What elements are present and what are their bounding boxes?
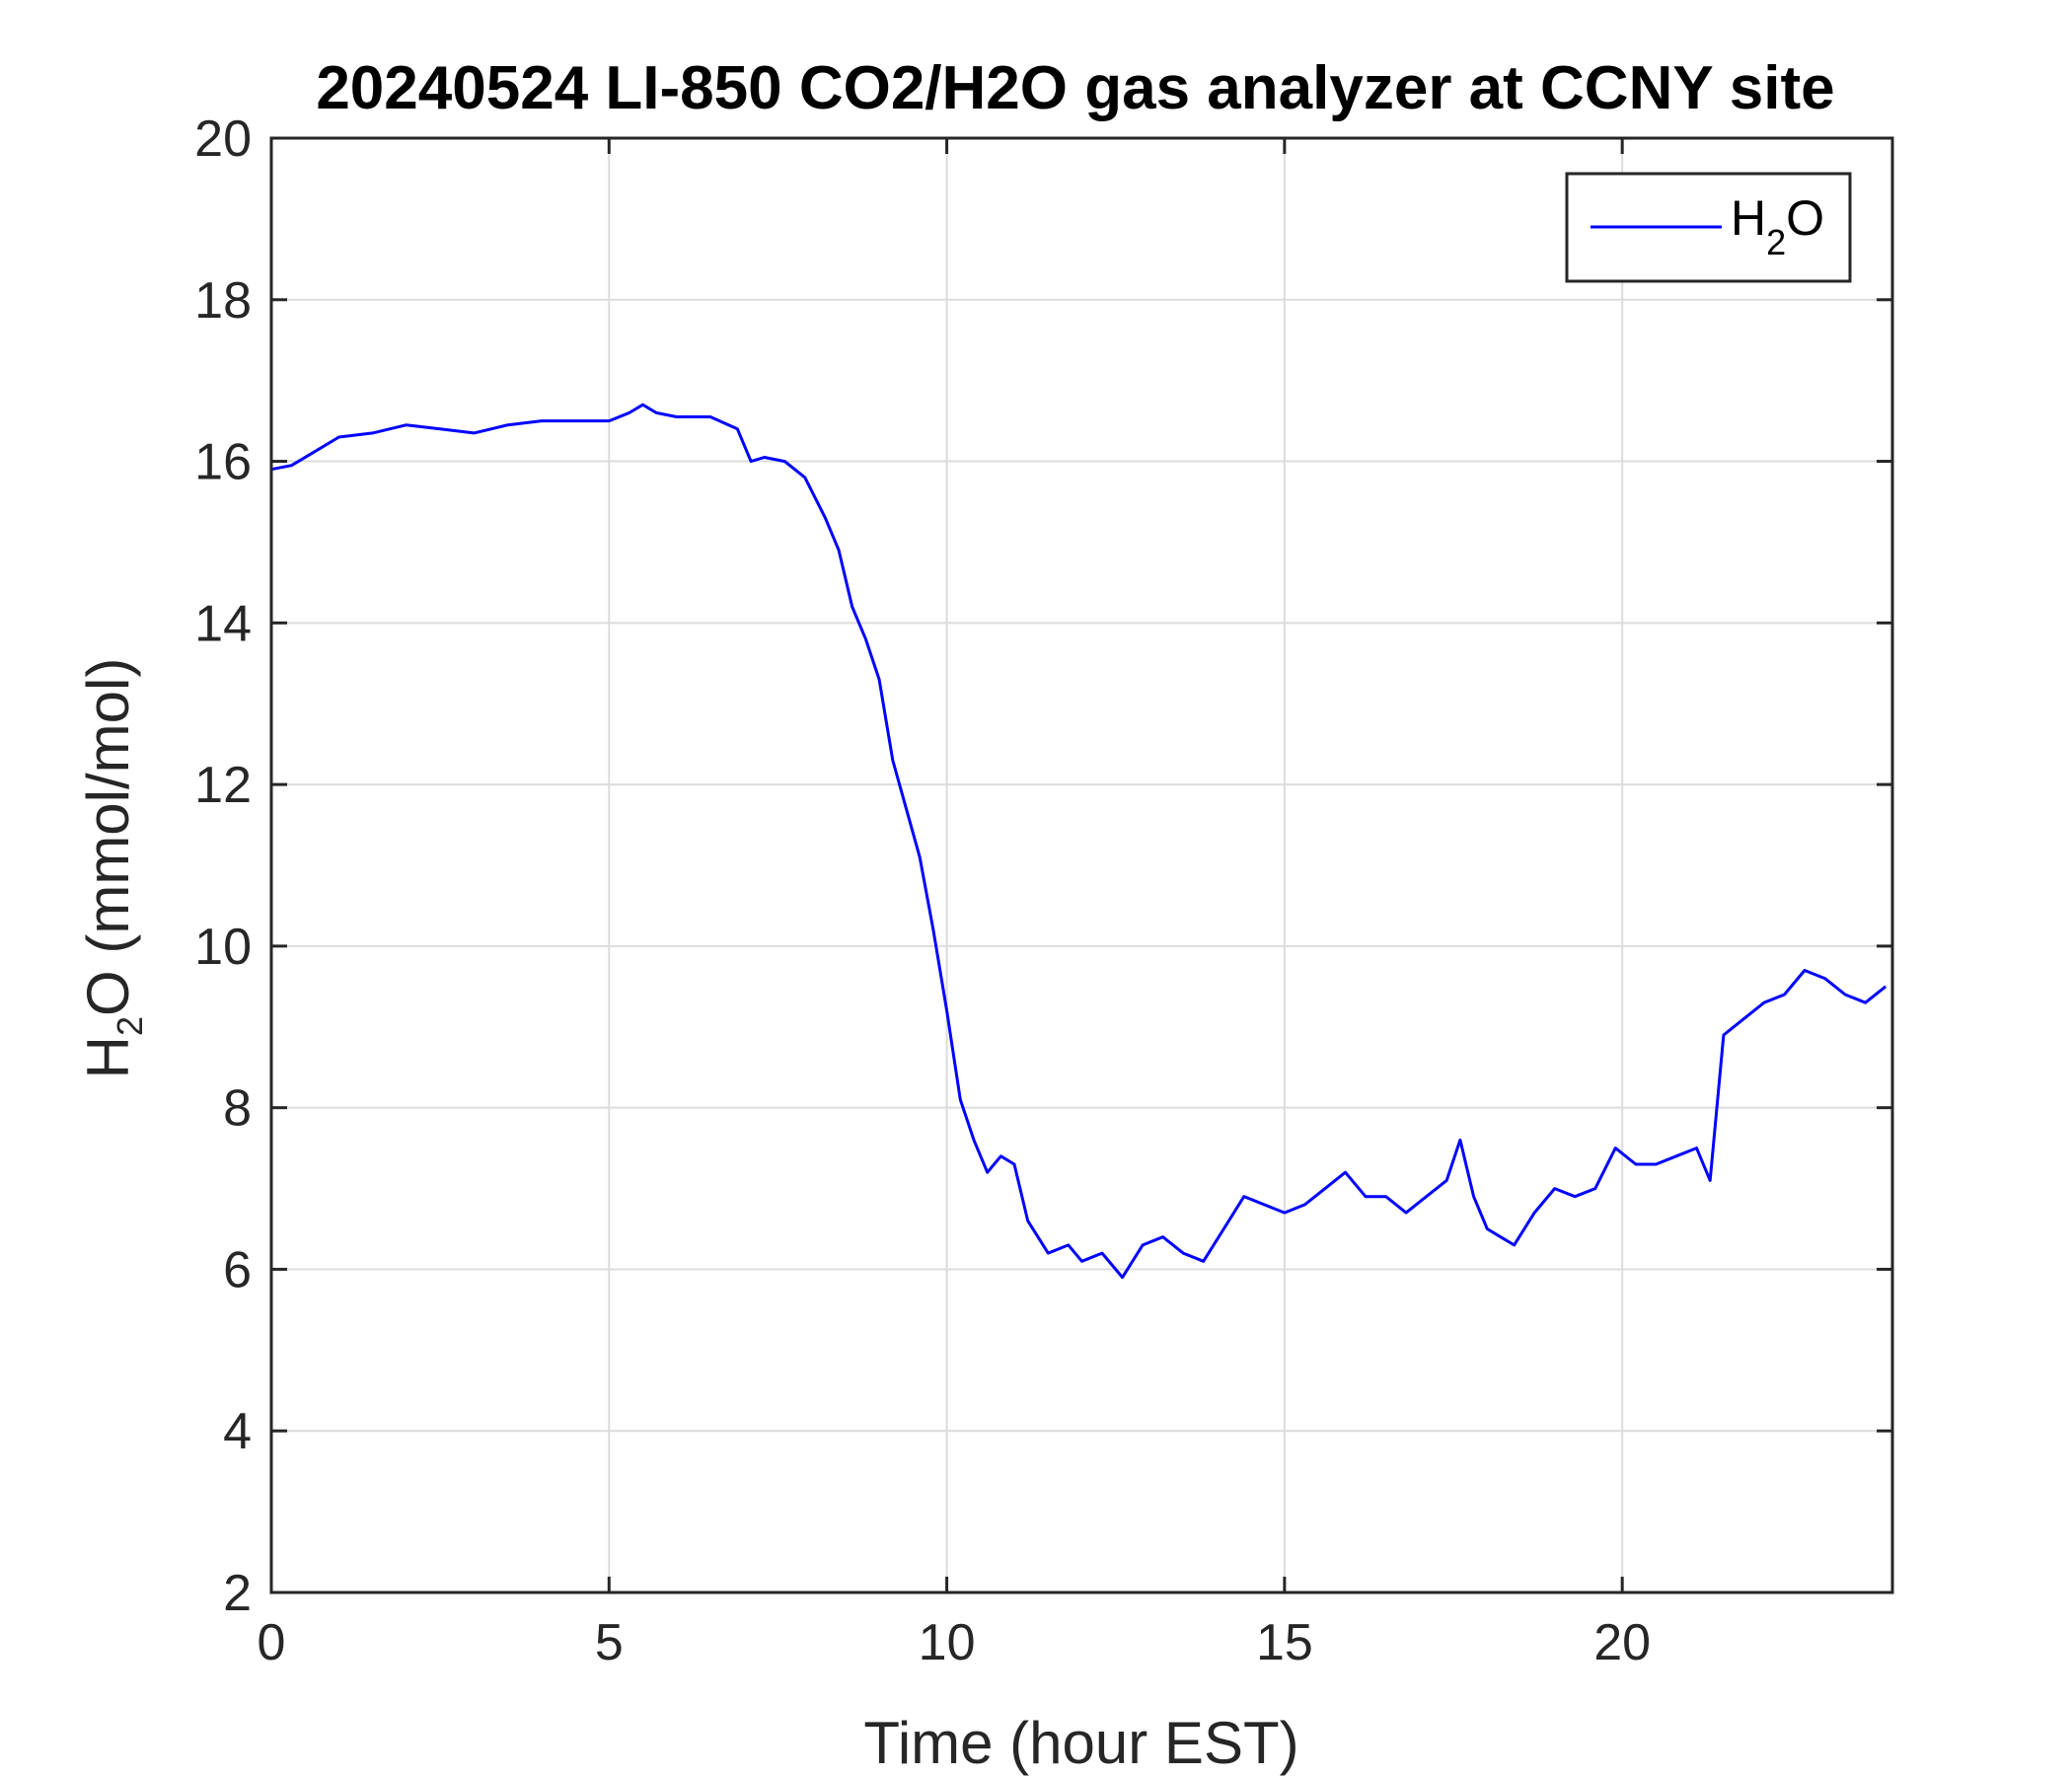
- y-axis-label: H2O (mmol/mol): [75, 658, 150, 1079]
- chart-title: 20240524 LI-850 CO2/H2O gas analyzer at …: [316, 54, 1834, 122]
- y-tick-label: 10: [194, 919, 252, 976]
- y-tick-label: 18: [194, 272, 252, 330]
- y-tick-label: 8: [223, 1080, 252, 1138]
- legend-label-subscript: 2: [1766, 222, 1786, 262]
- y-tick-label: 6: [223, 1241, 252, 1298]
- series-layer: [270, 403, 1887, 1280]
- legend: H2O: [1565, 172, 1852, 283]
- y-axis-label-rest: O (mmol/mol): [75, 658, 141, 1016]
- x-tick-label: 5: [595, 1614, 624, 1671]
- y-axis-label-subscript: 2: [110, 1016, 150, 1036]
- y-tick-label: 2: [223, 1565, 252, 1622]
- x-axis-label: Time (hour EST): [863, 1710, 1298, 1776]
- x-tick-label: 20: [1593, 1614, 1651, 1671]
- y-tick-label: 20: [194, 111, 252, 168]
- y-tick-label: 4: [223, 1403, 252, 1460]
- legend-label: H2O: [1731, 190, 1824, 262]
- plot-area-border: [269, 136, 1894, 1594]
- y-tick-label: 16: [194, 434, 252, 491]
- legend-label-base: H: [1731, 190, 1766, 246]
- x-tick-label: 0: [258, 1614, 286, 1671]
- series-line-h2o: [270, 403, 1887, 1280]
- x-tick-label: 10: [919, 1614, 976, 1671]
- legend-label-rest: O: [1786, 190, 1824, 246]
- y-tick-label: 12: [194, 757, 252, 814]
- axis-ticks: 0 5 10 15 20 2 4 6 8 10 12 14 16 18 20: [194, 111, 1892, 1671]
- x-tick-label: 15: [1256, 1614, 1313, 1671]
- y-axis-label-base: H: [75, 1036, 141, 1078]
- grid: [271, 138, 1892, 1592]
- y-tick-label: 14: [194, 595, 252, 652]
